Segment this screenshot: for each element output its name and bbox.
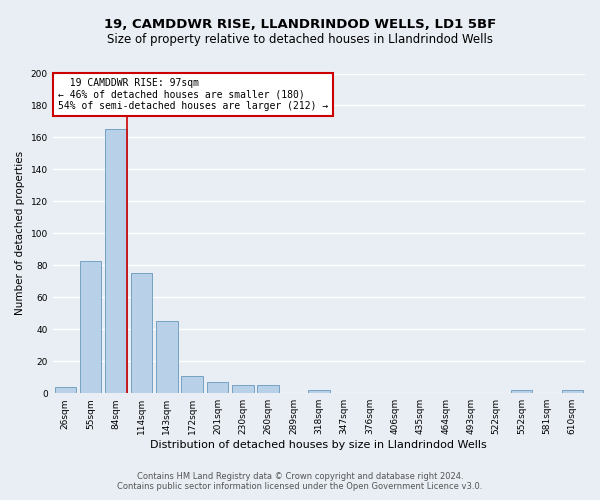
Bar: [156, 322, 178, 393]
Y-axis label: Number of detached properties: Number of detached properties: [15, 152, 25, 316]
Bar: [55, 387, 76, 393]
Bar: [562, 390, 583, 393]
Bar: [181, 376, 203, 393]
Bar: [131, 274, 152, 393]
Bar: [308, 390, 329, 393]
Bar: [257, 385, 279, 393]
Text: Contains HM Land Registry data © Crown copyright and database right 2024.: Contains HM Land Registry data © Crown c…: [137, 472, 463, 481]
Text: 19 CAMDDWR RISE: 97sqm
← 46% of detached houses are smaller (180)
54% of semi-de: 19 CAMDDWR RISE: 97sqm ← 46% of detached…: [58, 78, 328, 112]
Bar: [105, 130, 127, 393]
Bar: [206, 382, 228, 393]
Text: 19, CAMDDWR RISE, LLANDRINDOD WELLS, LD1 5BF: 19, CAMDDWR RISE, LLANDRINDOD WELLS, LD1…: [104, 18, 496, 30]
X-axis label: Distribution of detached houses by size in Llandrindod Wells: Distribution of detached houses by size …: [151, 440, 487, 450]
Bar: [232, 385, 254, 393]
Bar: [511, 390, 532, 393]
Bar: [80, 260, 101, 393]
Text: Size of property relative to detached houses in Llandrindod Wells: Size of property relative to detached ho…: [107, 32, 493, 46]
Text: Contains public sector information licensed under the Open Government Licence v3: Contains public sector information licen…: [118, 482, 482, 491]
